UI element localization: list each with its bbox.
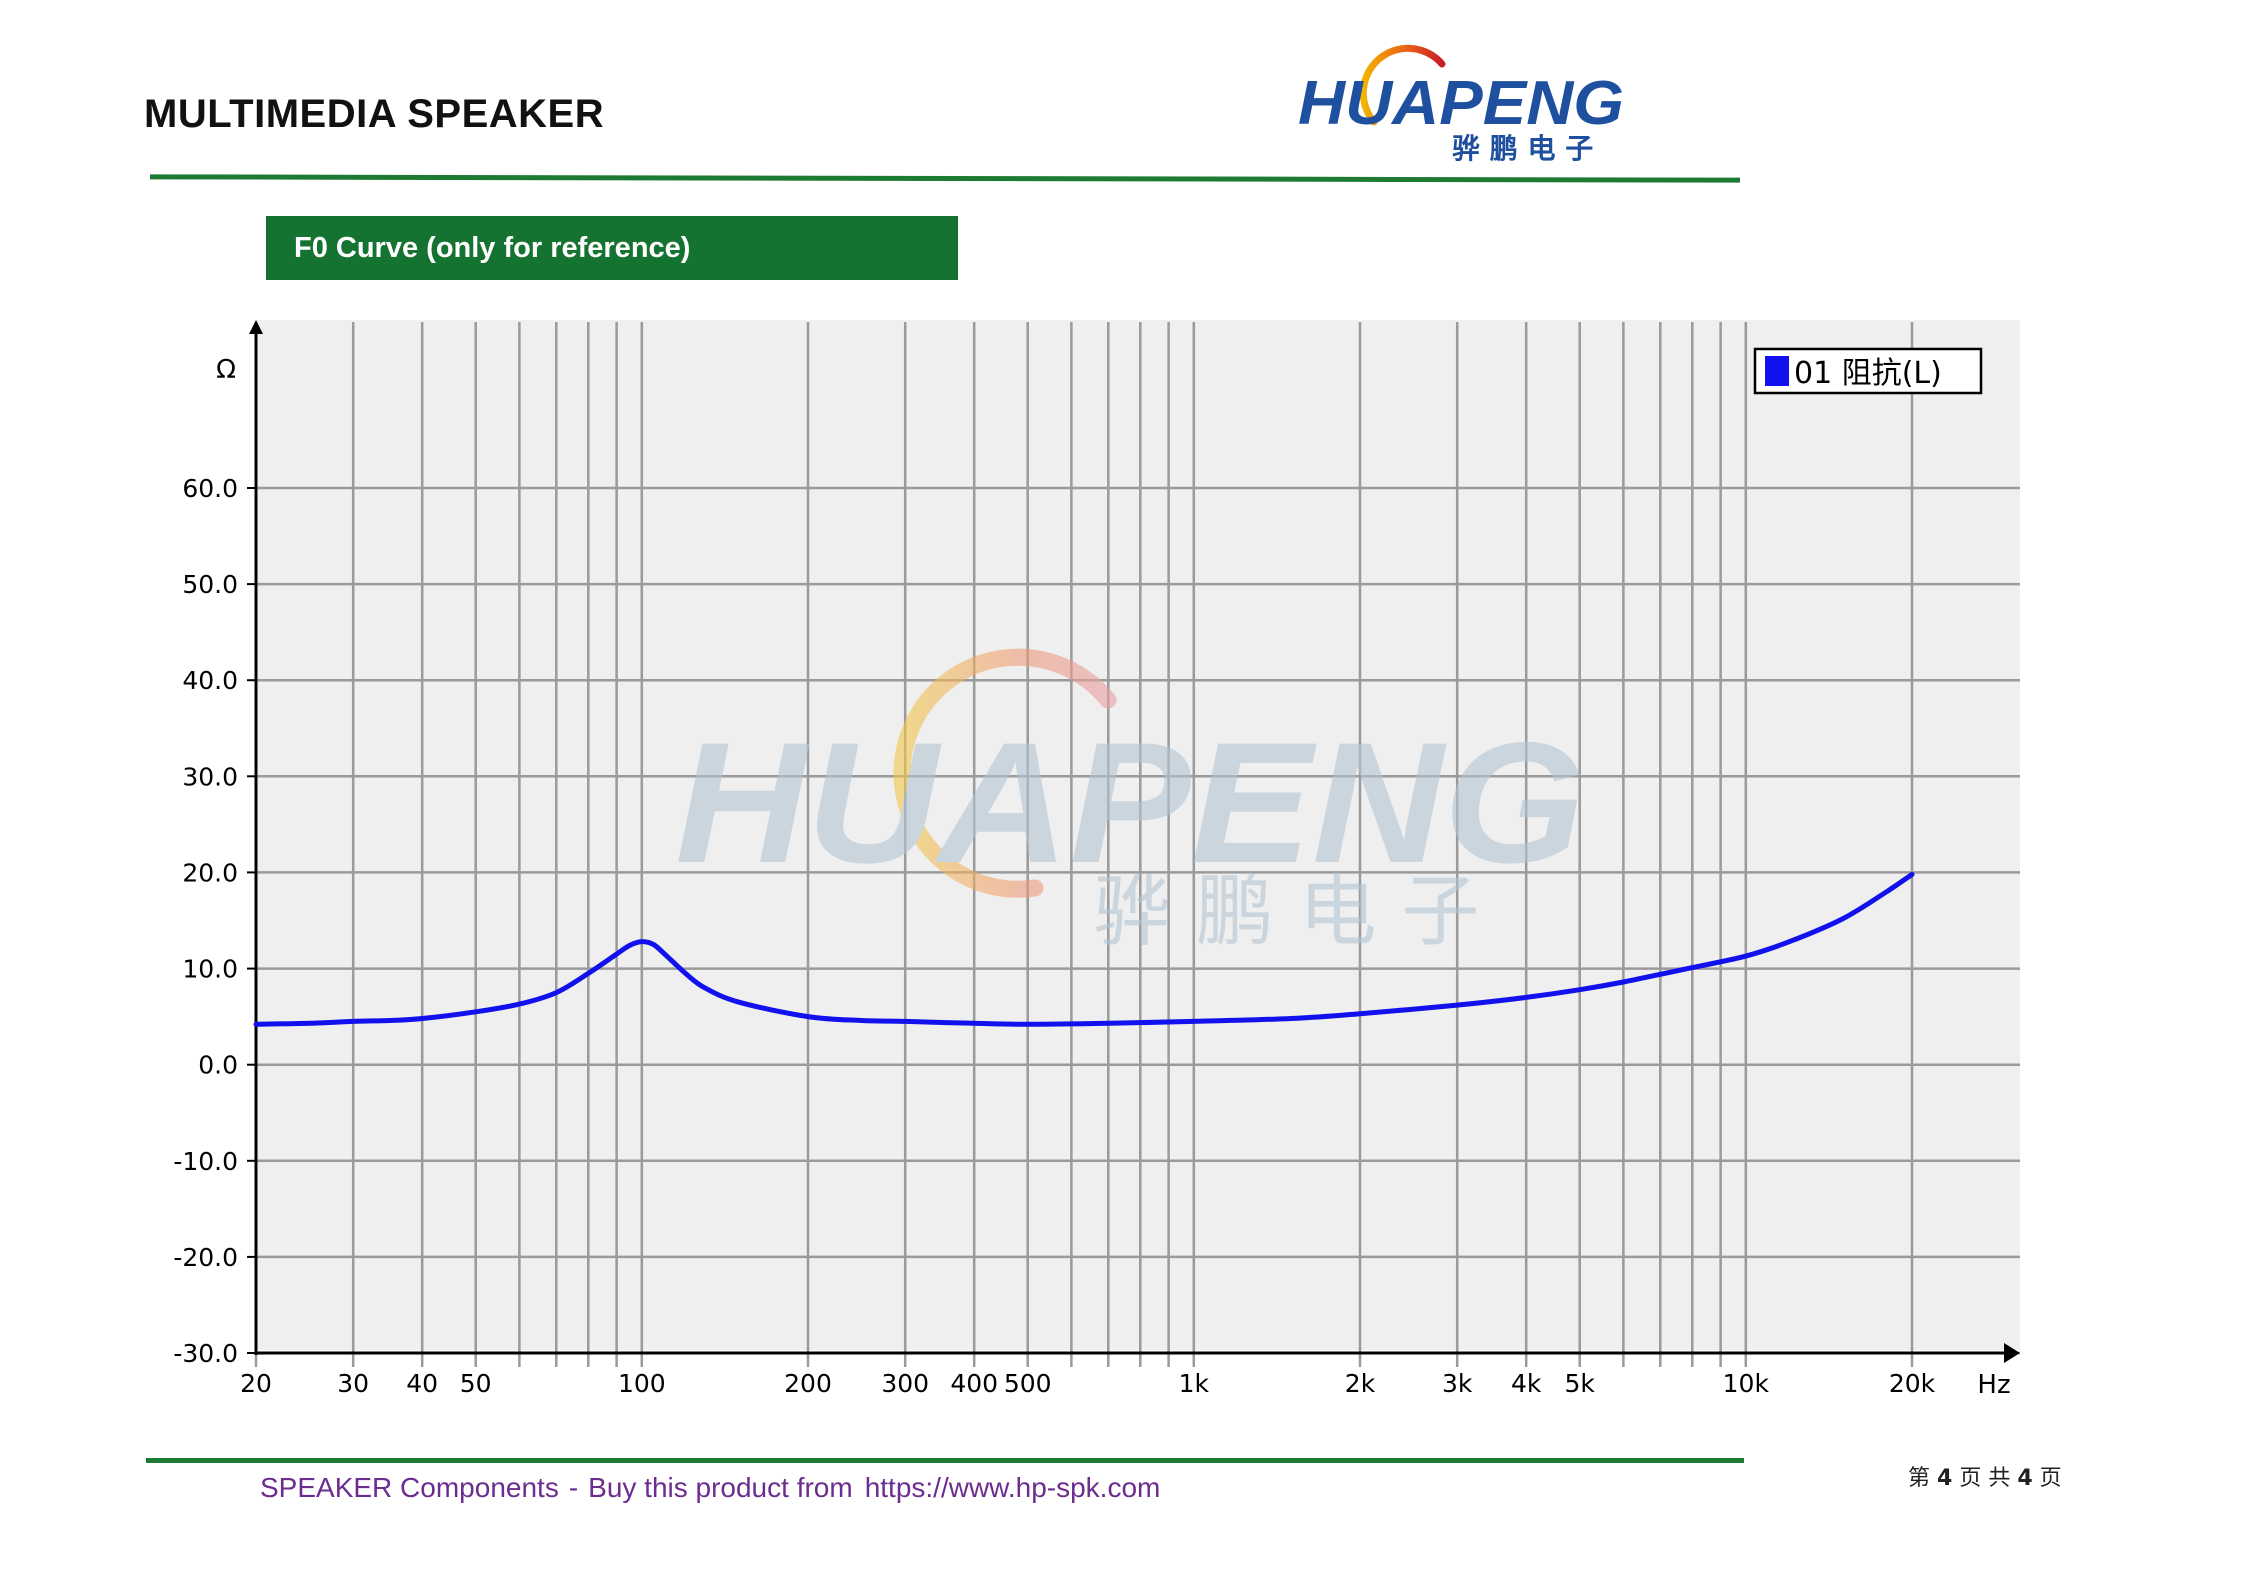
x-tick-label: 50	[460, 1369, 492, 1398]
y-tick-label: -30.0	[173, 1339, 238, 1368]
x-axis-unit-label: Hz	[1977, 1370, 2010, 1400]
footer-separator: -	[568, 1472, 579, 1503]
page-total: 4	[2017, 1466, 2033, 1491]
y-axis-unit-label: Ω	[216, 355, 236, 385]
watermark: HUAPENG 骅 鹏 电 子	[675, 648, 1585, 957]
x-tick-label: 200	[784, 1369, 832, 1398]
plot-area	[256, 320, 2020, 1350]
y-tick-label: 30.0	[182, 762, 238, 791]
footer-url[interactable]: https://www.hp-spk.com	[864, 1472, 1161, 1503]
y-tick-label: 60.0	[182, 474, 238, 503]
logo-wordmark: HUAPENG	[1298, 69, 1624, 138]
y-axis-arrow	[249, 320, 263, 334]
footer-credits: SPEAKER Components - Buy this product from…	[260, 1472, 1160, 1504]
x-tick-label: 100	[618, 1369, 666, 1398]
x-tick-label: 30	[337, 1369, 369, 1398]
y-tick-label: -20.0	[173, 1243, 238, 1272]
x-tick-label: 3k	[1442, 1369, 1473, 1398]
page-number: 第 4 页 共 4 页	[1908, 1460, 2062, 1492]
footer-left-text: SPEAKER Components	[260, 1472, 559, 1503]
page-current: 4	[1937, 1466, 1953, 1491]
x-tick-label: 400	[950, 1369, 998, 1398]
legend-swatch	[1765, 356, 1789, 386]
page-prefix: 第	[1908, 1466, 1931, 1491]
watermark-wordmark: HUAPENG	[675, 707, 1585, 899]
x-axis-arrow	[2004, 1343, 2020, 1363]
x-tick-label: 300	[881, 1369, 929, 1398]
page-mid: 页 共	[1959, 1466, 2011, 1491]
y-tick-label: 0.0	[198, 1051, 238, 1080]
y-tick-label: 10.0	[182, 955, 238, 984]
footer-middle-text: Buy this product from	[588, 1472, 853, 1503]
y-tick-label: -10.0	[173, 1147, 238, 1176]
x-tick-label: 20k	[1889, 1369, 1936, 1398]
page-suffix: 页	[2039, 1466, 2062, 1491]
y-tick-label: 50.0	[182, 570, 238, 599]
document-title: MULTIMEDIA SPEAKER	[144, 92, 605, 136]
x-tick-label: 5k	[1565, 1369, 1596, 1398]
watermark-subtitle: 骅 鹏 电 子	[1093, 867, 1479, 957]
section-banner: F0 Curve (only for reference)	[266, 216, 958, 280]
footer-divider	[146, 1458, 1744, 1463]
y-tick-label: 40.0	[182, 666, 238, 695]
legend-box	[1753, 347, 1983, 395]
x-tick-label: 10k	[1723, 1369, 1770, 1398]
x-tick-label: 2k	[1345, 1369, 1376, 1398]
x-tick-label: 20	[240, 1369, 272, 1398]
x-tick-label: 500	[1004, 1369, 1052, 1398]
huapeng-logo: HUAPENG 骅 鹏 电 子	[1298, 44, 1624, 165]
legend: 01 阻抗(L)	[1753, 347, 1983, 395]
impedance-curve	[253, 871, 1915, 1027]
legend-label: 01 阻抗(L)	[1794, 356, 1942, 391]
logo-subtitle: 骅 鹏 电 子	[1452, 132, 1593, 165]
x-tick-label: 4k	[1511, 1369, 1542, 1398]
x-tick-label: 1k	[1179, 1369, 1210, 1398]
x-tick-label: 40	[406, 1369, 438, 1398]
y-tick-label: 20.0	[182, 858, 238, 887]
